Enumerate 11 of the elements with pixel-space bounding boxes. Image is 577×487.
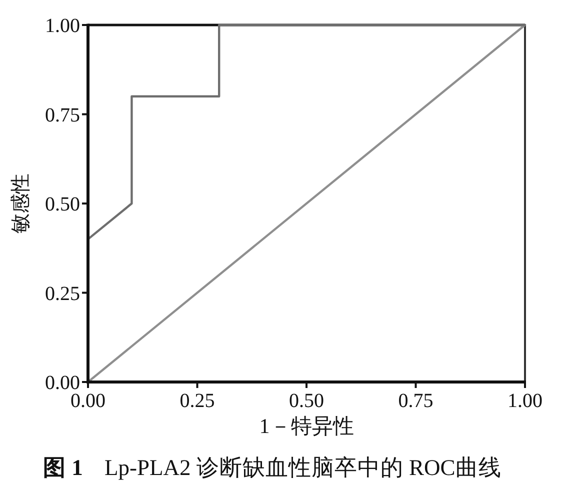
x-tick-label: 1.00 bbox=[508, 390, 542, 412]
x-tick-label: 0.50 bbox=[289, 390, 324, 412]
y-tick-label: 0.25 bbox=[45, 282, 80, 305]
y-tick-label: 0.75 bbox=[45, 104, 80, 126]
y-tick-label: 0.50 bbox=[45, 194, 80, 216]
y-tick-label: 1.00 bbox=[45, 15, 80, 37]
x-axis-title: 1－特异性 bbox=[259, 414, 354, 438]
x-tick-label: 0.25 bbox=[180, 390, 215, 412]
y-axis-title: 敏感性 bbox=[10, 174, 32, 234]
caption: 图 1 Lp-PLA2 诊断缺血性脑卒中的 ROC曲线 bbox=[43, 455, 502, 480]
x-tick-label: 0.75 bbox=[398, 390, 434, 412]
